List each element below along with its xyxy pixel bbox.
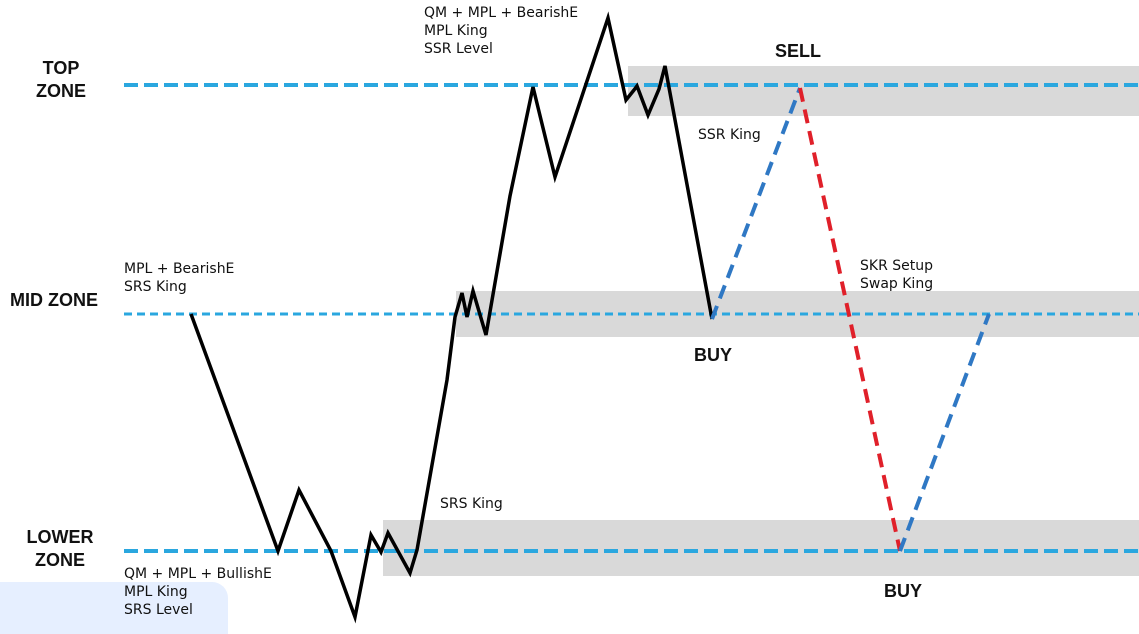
top-zone-band: [628, 66, 1139, 116]
corner-highlight: [0, 582, 228, 634]
top-note-line1: QM + MPL + BearishE: [424, 5, 579, 21]
skr-note-line2: Swap King: [860, 276, 934, 293]
mid-note-line2: SRS King: [124, 279, 187, 296]
srs-king-label: SRS King: [440, 496, 503, 512]
ssr-king-label: SSR King: [698, 127, 761, 143]
top-note-line3: SSR Level: [424, 41, 493, 58]
mid-zone-label: MID ZONE: [10, 290, 98, 310]
lower-note-line2: MPL King: [124, 584, 188, 601]
top-note-line2: MPL King: [424, 23, 488, 40]
price-path: [189, 11, 714, 624]
mid-note-line1: MPL + BearishE: [124, 261, 235, 277]
lower-confluence-note: QM + MPL + BullishE MPL King SRS Level: [124, 565, 272, 620]
top-zone-label-line1: TOP: [42, 58, 80, 78]
lower-zone-band: [383, 520, 1139, 576]
lower-note-line3: SRS Level: [124, 602, 193, 619]
sell-signal: SELL: [775, 41, 822, 61]
buy-signal-mid: BUY: [694, 345, 733, 365]
mid-confluence-note: MPL + BearishE SRS King: [124, 260, 234, 296]
skr-note-line1: SKR Setup: [860, 258, 933, 274]
projection-down-to-buy: [798, 87, 902, 552]
projection-up-to-sell: [710, 87, 802, 320]
lower-zone-label-line1: LOWER: [26, 527, 94, 547]
top-zone-label-line2: ZONE: [35, 81, 86, 102]
lower-note-line1: QM + MPL + BullishE: [124, 566, 272, 582]
top-confluence-note: QM + MPL + BearishE MPL King SSR Level: [424, 4, 578, 59]
projection-up-to-mid: [898, 313, 991, 552]
top-zone-label: TOP ZONE: [22, 57, 100, 104]
buy-signal-lower: BUY: [884, 581, 923, 601]
skr-setup-note: SKR Setup Swap King: [860, 257, 933, 293]
lower-zone-label-line2: ZONE: [34, 550, 85, 571]
lower-zone-label: LOWER ZONE: [18, 526, 102, 573]
